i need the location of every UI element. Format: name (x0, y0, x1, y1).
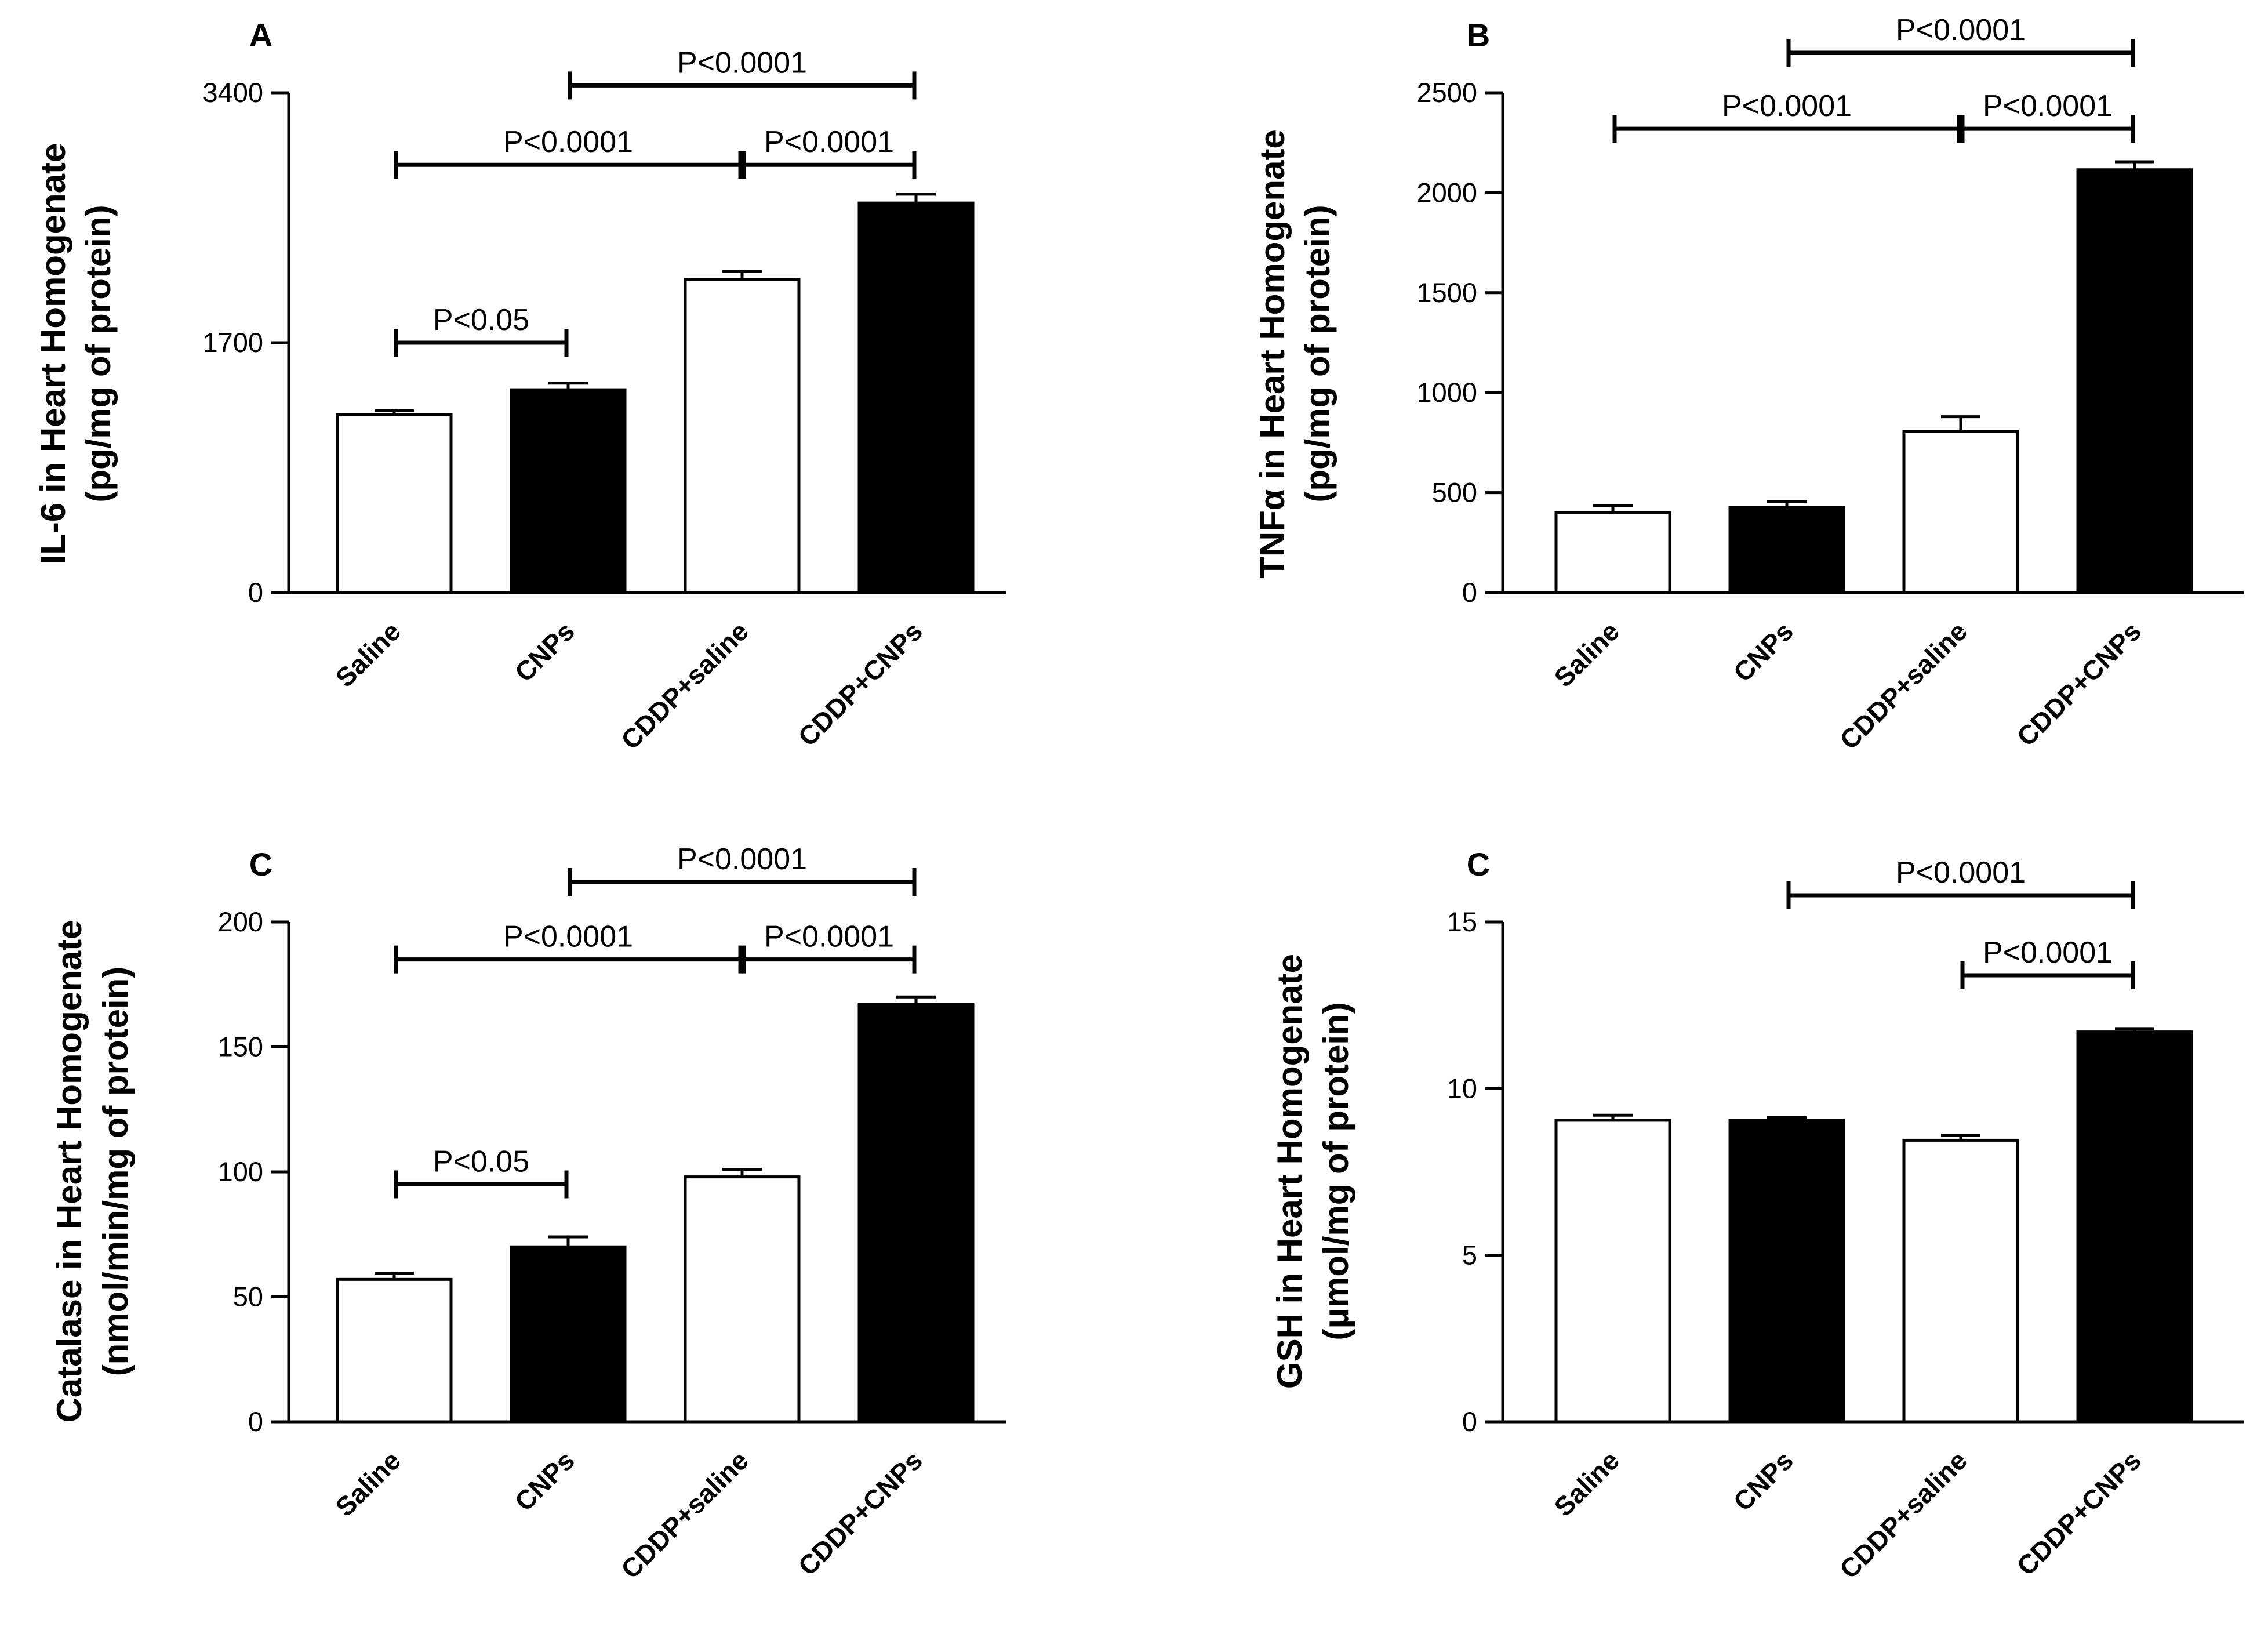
p-value-label: P<0.0001 (677, 46, 807, 79)
p-value-label: P<0.05 (433, 303, 529, 337)
x-tick-label: Saline (329, 616, 406, 693)
bar-cddp-saline (684, 278, 801, 594)
chart-panel-4: C GSH in Heart Homogenate (μmol/mg of prot… (1270, 846, 2244, 1584)
x-tick-label: CDDP+CNPs (792, 616, 928, 752)
significance-bracket: P<0.05 (394, 1145, 569, 1199)
x-tick-label: CDDP+CNPs (2011, 616, 2147, 752)
p-value-label: P<0.0001 (1983, 936, 2113, 970)
p-value-label: P<0.0001 (1983, 89, 2113, 123)
significance-bracket: P<0.0001 (1786, 856, 2135, 910)
chart-panel-1: A IL-6 in Heart Homogenate (pg/mg of prote… (34, 17, 1006, 755)
bar-cddp-cnps (2076, 168, 2193, 594)
bar-cddp-cnps (857, 1003, 975, 1424)
y-tick-label: 2500 (1416, 77, 1477, 108)
y-tick-label: 0 (248, 577, 263, 608)
y-axis-label: (nmol/min/mg of protein) (96, 967, 135, 1377)
chart-panel-3: C Catalase in Heart Homogenate (nmol/min/m… (50, 843, 1006, 1584)
panel-label: B (1467, 17, 1490, 53)
p-value-label: P<0.0001 (1896, 13, 2026, 47)
bar-cnps (1728, 506, 1845, 594)
p-value-label: P<0.0001 (503, 920, 633, 954)
y-tick-label: 1500 (1416, 277, 1477, 308)
y-tick-label: 5 (1462, 1240, 1477, 1270)
y-tick-label: 200 (218, 906, 263, 937)
x-tick-label: CDDP+CNPs (792, 1445, 928, 1581)
bar-saline (336, 1277, 453, 1424)
bar-cddp-cnps (857, 201, 975, 594)
bar-cddp-saline (1902, 430, 2019, 594)
y-axis-label: Catalase in Heart Homogenate (50, 920, 89, 1423)
panel-label: C (1467, 846, 1490, 883)
x-tick-label: Saline (329, 1445, 406, 1522)
bar-cnps (510, 388, 627, 594)
y-tick-label: 15 (1447, 906, 1477, 937)
bar-cddp-saline (684, 1175, 801, 1424)
bar-saline (336, 413, 453, 594)
p-value-label: P<0.0001 (1896, 856, 2026, 890)
x-tick-label: CNPs (509, 1445, 581, 1517)
y-axis-label: (μmol/mg of protein) (1317, 1002, 1355, 1340)
y-tick-label: 0 (1462, 1406, 1477, 1437)
significance-bracket: P<0.0001 (742, 920, 917, 974)
y-tick-label: 150 (218, 1032, 263, 1062)
p-value-label: P<0.0001 (764, 920, 894, 954)
y-tick-label: 2000 (1416, 177, 1477, 208)
p-value-label: P<0.0001 (1722, 89, 1852, 123)
x-tick-label: CNPs (509, 616, 581, 688)
bar-cnps (1728, 1119, 1845, 1424)
significance-bracket: P<0.0001 (568, 843, 917, 896)
y-tick-label: 100 (218, 1156, 263, 1187)
y-axis-label: TNFα in Heart Homogenate (1253, 129, 1292, 578)
y-tick-label: 10 (1447, 1073, 1477, 1103)
bar-cddp-cnps (2076, 1030, 2193, 1424)
y-tick-label: 50 (233, 1281, 263, 1312)
x-tick-label: Saline (1548, 616, 1625, 693)
x-tick-label: Saline (1548, 1445, 1625, 1522)
significance-bracket: P<0.0001 (1786, 13, 2135, 67)
x-tick-label: CDDP+saline (1834, 1445, 1973, 1584)
bar-saline (1554, 1119, 1671, 1424)
panel-label: C (249, 846, 272, 883)
x-tick-label: CNPs (1728, 616, 1800, 688)
significance-bracket: P<0.05 (394, 303, 569, 357)
significance-bracket: P<0.0001 (568, 46, 917, 100)
p-value-label: P<0.05 (433, 1145, 529, 1179)
y-axis-label: (pg/mg of protein) (79, 205, 118, 502)
significance-bracket: P<0.0001 (394, 920, 743, 974)
bar-cnps (510, 1245, 627, 1424)
bar-saline (1554, 511, 1671, 594)
p-value-label: P<0.0001 (764, 125, 894, 159)
chart-panel-2: B TNFα in Heart Homogenate (pg/mg of prote… (1253, 13, 2244, 755)
y-axis-label: IL-6 in Heart Homogenate (34, 143, 72, 565)
y-axis-label: GSH in Heart Homogenate (1270, 954, 1309, 1389)
y-tick-label: 500 (1432, 477, 1477, 508)
significance-bracket: P<0.0001 (1960, 936, 2135, 989)
significance-bracket: P<0.0001 (742, 125, 917, 179)
y-tick-label: 1700 (202, 327, 263, 358)
x-tick-label: CDDP+saline (615, 1445, 754, 1584)
p-value-label: P<0.0001 (503, 125, 633, 159)
y-axis-label: (pg/mg of protein) (1298, 205, 1337, 502)
y-tick-label: 1000 (1416, 377, 1477, 408)
panel-label: A (249, 17, 272, 53)
x-tick-label: CDDP+saline (615, 616, 754, 755)
y-tick-label: 0 (248, 1406, 263, 1437)
bar-cddp-saline (1902, 1138, 2019, 1424)
x-tick-label: CDDP+saline (1834, 616, 1973, 755)
y-tick-label: 3400 (202, 77, 263, 108)
significance-bracket: P<0.0001 (394, 125, 743, 179)
significance-bracket: P<0.0001 (1960, 89, 2135, 143)
p-value-label: P<0.0001 (677, 843, 807, 876)
significance-bracket: P<0.0001 (1612, 89, 1961, 143)
y-tick-label: 0 (1462, 577, 1477, 608)
x-tick-label: CNPs (1728, 1445, 1800, 1517)
x-tick-label: CDDP+CNPs (2011, 1445, 2147, 1581)
